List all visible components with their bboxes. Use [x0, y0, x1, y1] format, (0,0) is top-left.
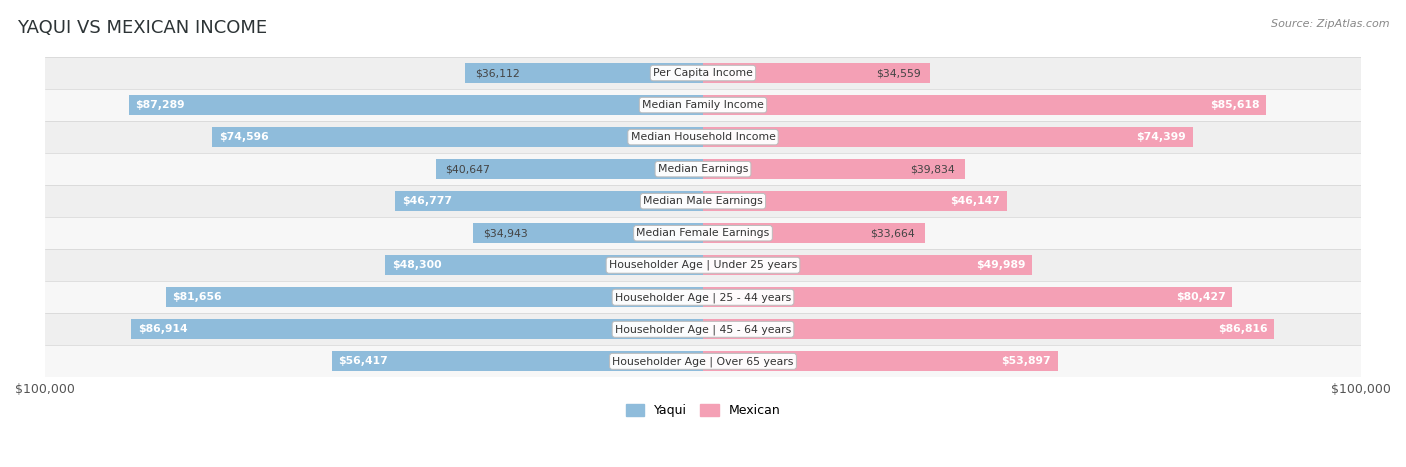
Text: $56,417: $56,417 [339, 356, 388, 366]
Bar [703, 352, 1057, 371]
Text: $74,399: $74,399 [1136, 132, 1187, 142]
Bar [472, 223, 703, 243]
Bar [703, 255, 1032, 275]
Text: $53,897: $53,897 [1001, 356, 1052, 366]
Text: Householder Age | Under 25 years: Householder Age | Under 25 years [609, 260, 797, 270]
Bar [45, 121, 1361, 153]
Text: $80,427: $80,427 [1175, 292, 1226, 302]
Bar [45, 217, 1361, 249]
Bar [703, 159, 965, 179]
Text: YAQUI VS MEXICAN INCOME: YAQUI VS MEXICAN INCOME [17, 19, 267, 37]
Text: $74,596: $74,596 [219, 132, 269, 142]
Text: $34,559: $34,559 [876, 68, 921, 78]
Bar [703, 287, 1232, 307]
Bar [166, 287, 703, 307]
Text: Householder Age | 45 - 64 years: Householder Age | 45 - 64 years [614, 324, 792, 334]
Bar [436, 159, 703, 179]
Text: $39,834: $39,834 [911, 164, 955, 174]
Text: $48,300: $48,300 [392, 260, 441, 270]
Text: $40,647: $40,647 [446, 164, 491, 174]
Text: Median Male Earnings: Median Male Earnings [643, 196, 763, 206]
Bar [703, 319, 1274, 339]
Text: Median Earnings: Median Earnings [658, 164, 748, 174]
Bar [45, 313, 1361, 345]
Text: $49,989: $49,989 [976, 260, 1025, 270]
Bar [45, 281, 1361, 313]
Bar [212, 127, 703, 147]
Bar [385, 255, 703, 275]
Bar [45, 345, 1361, 377]
Bar [703, 127, 1192, 147]
Bar [703, 223, 925, 243]
Text: Median Household Income: Median Household Income [630, 132, 776, 142]
Bar [45, 185, 1361, 217]
Text: Median Family Income: Median Family Income [643, 100, 763, 110]
Bar [703, 63, 931, 83]
Text: $46,147: $46,147 [950, 196, 1000, 206]
Text: $81,656: $81,656 [172, 292, 222, 302]
Bar [465, 63, 703, 83]
Bar [128, 95, 703, 115]
Text: $36,112: $36,112 [475, 68, 520, 78]
Text: $86,914: $86,914 [138, 324, 187, 334]
Bar [332, 352, 703, 371]
Bar [45, 57, 1361, 89]
Bar [45, 153, 1361, 185]
Text: $34,943: $34,943 [482, 228, 527, 238]
Text: Householder Age | 25 - 44 years: Householder Age | 25 - 44 years [614, 292, 792, 303]
Text: Householder Age | Over 65 years: Householder Age | Over 65 years [612, 356, 794, 367]
Bar [703, 191, 1007, 211]
Text: $46,777: $46,777 [402, 196, 451, 206]
Text: $87,289: $87,289 [135, 100, 184, 110]
Text: Median Female Earnings: Median Female Earnings [637, 228, 769, 238]
Bar [45, 249, 1361, 281]
Bar [131, 319, 703, 339]
Bar [703, 95, 1267, 115]
Bar [45, 89, 1361, 121]
Text: Source: ZipAtlas.com: Source: ZipAtlas.com [1271, 19, 1389, 28]
Text: $33,664: $33,664 [870, 228, 915, 238]
Text: $85,618: $85,618 [1211, 100, 1260, 110]
Legend: Yaqui, Mexican: Yaqui, Mexican [620, 399, 786, 422]
Text: $86,816: $86,816 [1218, 324, 1268, 334]
Bar [395, 191, 703, 211]
Text: Per Capita Income: Per Capita Income [652, 68, 754, 78]
